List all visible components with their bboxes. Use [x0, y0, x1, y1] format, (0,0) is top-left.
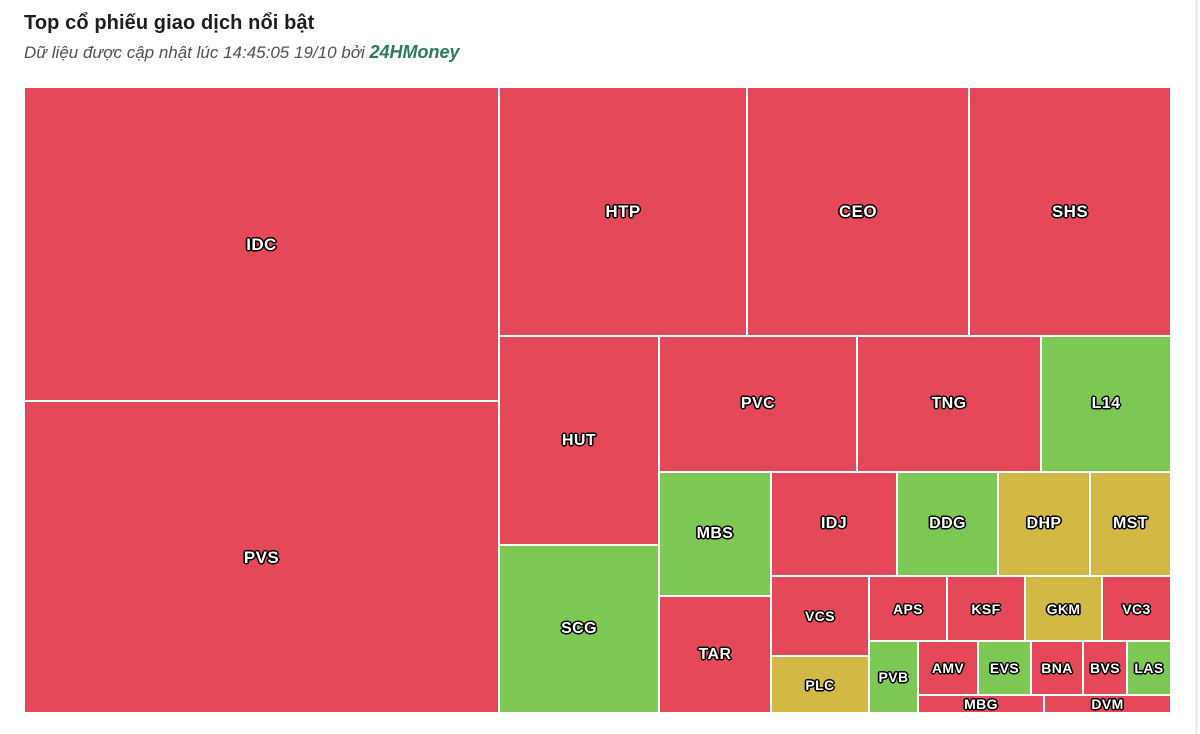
ticker-label: SHS	[1051, 202, 1089, 221]
ticker-label: VCS	[805, 608, 835, 624]
treemap-cell-pvb[interactable]: PVB	[869, 641, 918, 713]
update-status-text: Dữ liệu được cập nhật lúc 14:45:05 19/10…	[24, 43, 365, 62]
treemap-cell-pvs[interactable]: PVS	[24, 401, 499, 713]
treemap-cell-idc[interactable]: IDC	[24, 87, 499, 401]
ticker-label: LAS	[1134, 660, 1164, 676]
treemap-cell-htp[interactable]: HTP	[499, 87, 747, 336]
ticker-label: BNA	[1041, 660, 1073, 676]
chart-header: Top cổ phiếu giao dịch nổi bật Dữ liệu đ…	[24, 12, 1124, 63]
treemap-cell-hut[interactable]: HUT	[499, 336, 659, 545]
ticker-label: L14	[1091, 395, 1121, 412]
treemap-cell-plc[interactable]: PLC	[771, 656, 869, 713]
treemap-cell-mbg[interactable]: MBG	[918, 695, 1044, 713]
treemap-cell-gkm[interactable]: GKM	[1025, 576, 1102, 641]
update-status: Dữ liệu được cập nhật lúc 14:45:05 19/10…	[24, 42, 1124, 63]
ticker-label: SCG	[561, 620, 597, 637]
ticker-label: MST	[1113, 515, 1148, 532]
treemap-cell-dhp[interactable]: DHP	[998, 472, 1090, 576]
brand-link[interactable]: 24HMoney	[369, 42, 460, 62]
ticker-label: PVS	[243, 547, 280, 567]
ticker-label: EVS	[989, 660, 1020, 676]
treemap-cell-bvs[interactable]: BVS	[1083, 641, 1127, 695]
treemap-cell-scg[interactable]: SCG	[499, 545, 659, 713]
ticker-label: DVM	[1091, 696, 1124, 712]
treemap-cell-pvc[interactable]: PVC	[659, 336, 857, 472]
treemap-cell-dvm[interactable]: DVM	[1044, 695, 1171, 713]
ticker-label: MBS	[696, 525, 734, 542]
ticker-label: BVS	[1090, 660, 1120, 676]
ticker-label: VC3	[1122, 600, 1151, 617]
ticker-label: TNG	[931, 395, 967, 412]
treemap-cell-bna[interactable]: BNA	[1031, 641, 1083, 695]
page-title: Top cổ phiếu giao dịch nổi bật	[24, 12, 315, 34]
ticker-label: KSF	[971, 600, 1001, 617]
ticker-label: PVC	[740, 395, 776, 412]
treemap-cell-evs[interactable]: EVS	[978, 641, 1031, 695]
treemap-cell-ceo[interactable]: CEO	[747, 87, 969, 336]
ticker-label: TAR	[698, 645, 732, 663]
treemap-cell-mst[interactable]: MST	[1090, 472, 1171, 576]
treemap-cell-ddg[interactable]: DDG	[897, 472, 998, 576]
ticker-label: MBG	[964, 696, 998, 712]
treemap-cell-tar[interactable]: TAR	[659, 596, 771, 713]
ticker-label: HTP	[605, 202, 641, 221]
treemap-cell-vc3[interactable]: VC3	[1102, 576, 1171, 641]
ticker-label: IDC	[246, 234, 277, 254]
ticker-label: HUT	[561, 431, 597, 449]
ticker-label: PVB	[878, 669, 909, 685]
treemap-cell-vcs[interactable]: VCS	[771, 576, 869, 656]
treemap-cell-ksf[interactable]: KSF	[947, 576, 1025, 641]
treemap-chart: IDC PVS HTP CEO SHS HUT PVC TNG L14 SCG MBS TAR IDJ D…	[24, 87, 1171, 713]
ticker-label: IDJ	[820, 515, 848, 532]
treemap-cell-l14[interactable]: L14	[1041, 336, 1171, 472]
ticker-label: CEO	[838, 202, 878, 221]
treemap-cell-mbs[interactable]: MBS	[659, 472, 771, 596]
treemap-cell-amv[interactable]: AMV	[918, 641, 978, 695]
ticker-label: PLC	[805, 676, 835, 693]
ticker-label: GKM	[1046, 600, 1081, 617]
treemap-cell-shs[interactable]: SHS	[969, 87, 1171, 336]
treemap-cell-las[interactable]: LAS	[1127, 641, 1171, 695]
ticker-label: DHP	[1026, 515, 1062, 532]
page-scrollbar[interactable]	[1195, 0, 1198, 734]
ticker-label: APS	[893, 600, 923, 617]
treemap-cell-tng[interactable]: TNG	[857, 336, 1041, 472]
treemap-cell-aps[interactable]: APS	[869, 576, 947, 641]
ticker-label: DDG	[929, 515, 966, 532]
ticker-label: AMV	[931, 660, 965, 676]
treemap-cell-idj[interactable]: IDJ	[771, 472, 897, 576]
